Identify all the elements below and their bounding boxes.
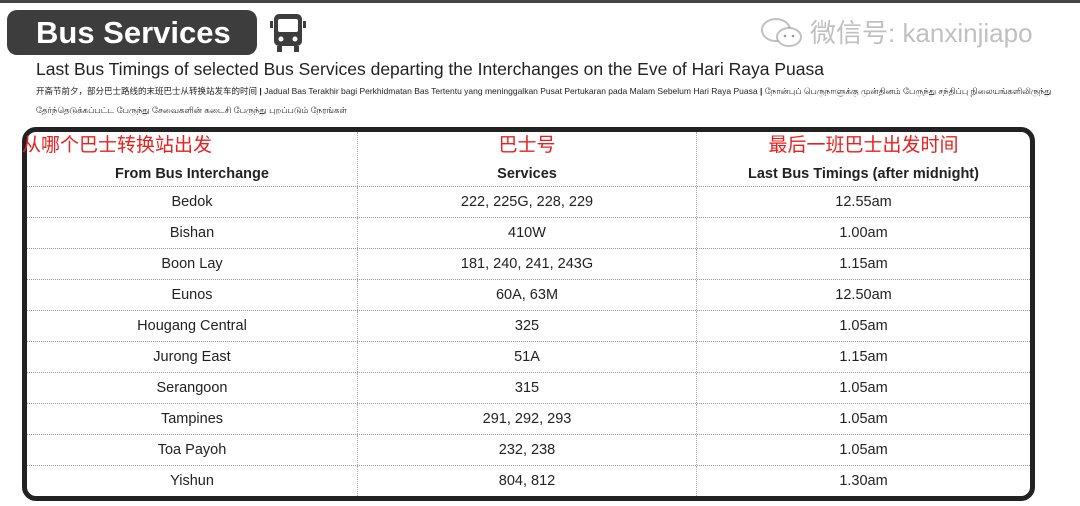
- table-header: 从哪个巴士转换站出发 From Bus Interchange 巴士号 Serv…: [22, 132, 1030, 186]
- bus-icon: [270, 14, 306, 52]
- column-header-interchange: 从哪个巴士转换站出发 From Bus Interchange: [22, 132, 358, 186]
- multilingual-subtitle: 开斋节前夕，部分巴士路线的末班巴士从转换站发车的时间 | Jadual Bas …: [36, 85, 1052, 97]
- cell-services: 804, 812: [358, 466, 697, 496]
- malay-subtitle: Jadual Bas Terakhir bagi Perkhidmatan Ba…: [264, 86, 758, 96]
- cell-last-bus-time: 1.00am: [839, 225, 888, 241]
- table-row: Toa Payoh 232, 238 1.05am: [27, 434, 1030, 465]
- cell-services: 325: [358, 311, 697, 341]
- column-header-services: 巴士号 Services: [358, 132, 697, 186]
- cell-last-bus-time: 1.05am: [839, 411, 888, 427]
- cell-interchange: Boon Lay: [27, 249, 358, 279]
- cell-interchange: Hougang Central: [27, 311, 358, 341]
- cell-last-bus-time: 1.05am: [839, 318, 888, 334]
- cell-last-bus-time: 1.05am: [839, 442, 888, 458]
- watermark: 微信号: kanxinjiapo: [760, 16, 1033, 50]
- wechat-icon: [761, 18, 802, 47]
- cell-services: 232, 238: [358, 435, 697, 465]
- chinese-subtitle: 开斋节前夕，部分巴士路线的末班巴士从转换站发车的时间: [36, 86, 258, 96]
- cell-services: 60A, 63M: [358, 280, 697, 310]
- column-label: From Bus Interchange: [115, 166, 269, 182]
- column-header-last-bus: 最后一班巴士出发时间 Last Bus Timings (after midni…: [697, 132, 1030, 186]
- cell-services: 315: [358, 373, 697, 403]
- column-annotation: 从哪个巴士转换站出发: [21, 135, 212, 156]
- cell-last-bus-time: 12.50am: [835, 287, 892, 303]
- page-title: Bus Services: [7, 10, 257, 55]
- last-bus-table: 从哪个巴士转换站出发 From Bus Interchange 巴士号 Serv…: [22, 127, 1035, 501]
- tamil-subtitle-1: நோன்புப் பெருநாளுக்கு முன்தினம் பேருந்து…: [764, 86, 1052, 96]
- table-row: Hougang Central 325 1.05am: [27, 310, 1030, 341]
- column-label: Services: [497, 166, 557, 182]
- column-label: Last Bus Timings (after midnight): [748, 166, 979, 182]
- separator: |: [759, 86, 763, 96]
- column-annotation: 巴士号: [498, 135, 556, 156]
- cell-last-bus-time: 1.15am: [839, 256, 888, 272]
- cell-interchange: Jurong East: [27, 342, 358, 372]
- cell-services: 222, 225G, 228, 229: [358, 187, 697, 217]
- table-row: Bishan 410W 1.00am: [27, 217, 1030, 248]
- cell-services: 291, 292, 293: [358, 404, 697, 434]
- cell-last-bus-time: 12.55am: [835, 194, 892, 210]
- table-row: Yishun 804, 812 1.30am: [27, 465, 1030, 496]
- top-border: [0, 0, 1080, 3]
- cell-interchange: Serangoon: [27, 373, 358, 403]
- tamil-subtitle-2: தேர்ந்தெடுக்கப்பட்ட பேருந்து சேவைகளின் க…: [36, 105, 348, 115]
- watermark-text: 微信号: kanxinjiapo: [810, 18, 1033, 48]
- cell-last-bus-time: 1.30am: [839, 473, 888, 489]
- subtitle: Last Bus Timings of selected Bus Service…: [36, 59, 824, 79]
- cell-interchange: Bishan: [27, 218, 358, 248]
- separator: |: [259, 86, 262, 96]
- cell-services: 51A: [358, 342, 697, 372]
- table-row: Jurong East 51A 1.15am: [27, 341, 1030, 372]
- cell-interchange: Toa Payoh: [27, 435, 358, 465]
- cell-services: 410W: [358, 218, 697, 248]
- cell-interchange: Yishun: [27, 466, 358, 496]
- cell-interchange: Bedok: [27, 187, 358, 217]
- cell-interchange: Eunos: [27, 280, 358, 310]
- column-annotation: 最后一班巴士出发时间: [768, 135, 959, 156]
- table-row: Serangoon 315 1.05am: [27, 372, 1030, 403]
- cell-last-bus-time: 1.15am: [839, 349, 888, 365]
- cell-services: 181, 240, 241, 243G: [358, 249, 697, 279]
- cell-last-bus-time: 1.05am: [839, 380, 888, 396]
- table-row: Tampines 291, 292, 293 1.05am: [27, 403, 1030, 434]
- table-row: Eunos 60A, 63M 12.50am: [27, 279, 1030, 310]
- cell-interchange: Tampines: [27, 404, 358, 434]
- table-row: Boon Lay 181, 240, 241, 243G 1.15am: [27, 248, 1030, 279]
- table-row: Bedok 222, 225G, 228, 229 12.55am: [27, 186, 1030, 217]
